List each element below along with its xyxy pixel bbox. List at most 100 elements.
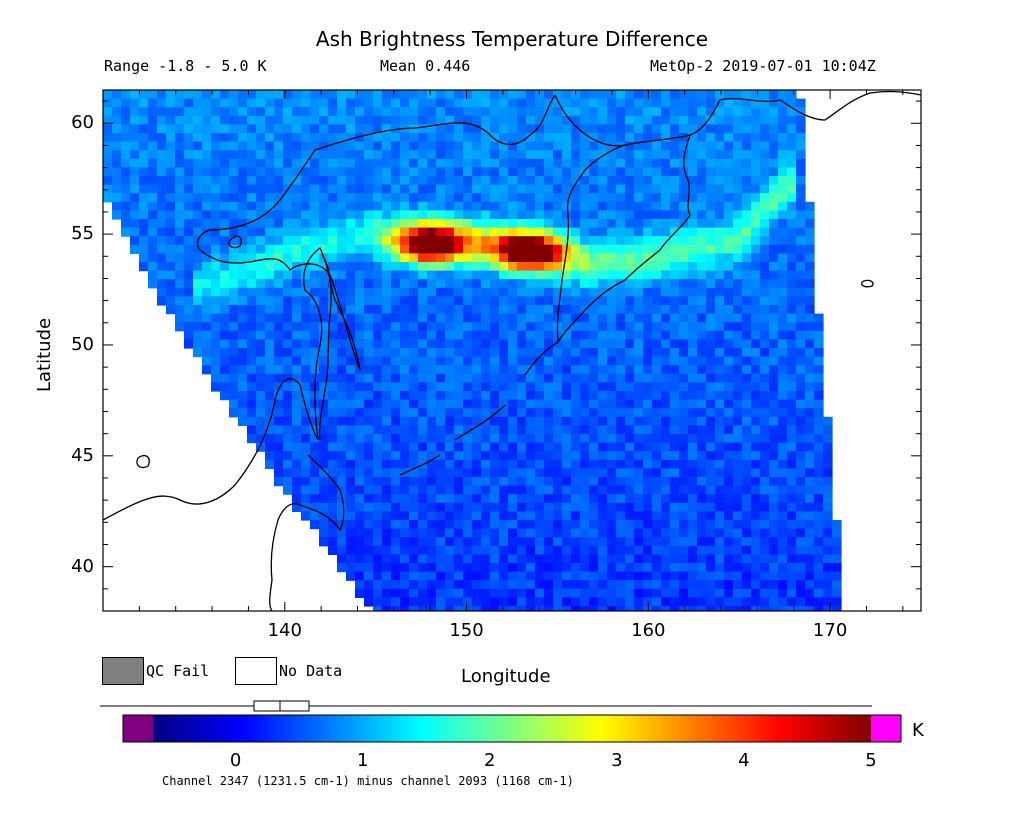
- heatmap-cell: [679, 373, 689, 383]
- heatmap-cell: [454, 459, 464, 469]
- heatmap-cell: [688, 588, 698, 598]
- heatmap-cell: [238, 158, 248, 168]
- heatmap-cell: [670, 588, 680, 598]
- heatmap-cell: [130, 227, 140, 237]
- heatmap-cell: [535, 373, 545, 383]
- heatmap-cell: [616, 124, 626, 134]
- heatmap-cell: [400, 193, 410, 203]
- heatmap-cell: [589, 494, 599, 504]
- heatmap-cell: [373, 451, 383, 461]
- heatmap-cell: [337, 253, 347, 263]
- heatmap-cell: [220, 210, 230, 220]
- heatmap-cell: [796, 494, 806, 504]
- heatmap-cell: [427, 296, 437, 306]
- heatmap-cell: [805, 442, 815, 452]
- heatmap-cell: [211, 356, 221, 366]
- heatmap-cell: [526, 408, 536, 418]
- heatmap-cell: [760, 167, 770, 177]
- heatmap-cell: [670, 485, 680, 495]
- heatmap-cell: [310, 520, 320, 530]
- heatmap-cell: [328, 416, 338, 426]
- heatmap-cell: [661, 262, 671, 272]
- heatmap-cell: [382, 563, 392, 573]
- heatmap-cell: [517, 270, 527, 280]
- heatmap-cell: [508, 158, 518, 168]
- heatmap-cell: [751, 279, 761, 289]
- heatmap-cell: [571, 339, 581, 349]
- heatmap-cell: [805, 219, 815, 229]
- heatmap-cell: [481, 434, 491, 444]
- heatmap-cell: [589, 356, 599, 366]
- heatmap-cell: [364, 468, 374, 478]
- heatmap-cell: [454, 90, 464, 100]
- heatmap-cell: [481, 339, 491, 349]
- heatmap-cell: [346, 451, 356, 461]
- heatmap-cell: [769, 528, 779, 538]
- heatmap-cell: [229, 287, 239, 297]
- heatmap-cell: [643, 545, 653, 555]
- heatmap-cell: [436, 408, 446, 418]
- heatmap-cell: [355, 98, 365, 108]
- heatmap-cell: [508, 262, 518, 272]
- heatmap-cell: [625, 477, 635, 487]
- heatmap-cell: [526, 339, 536, 349]
- heatmap-cell: [787, 90, 797, 100]
- heatmap-cell: [733, 176, 743, 186]
- heatmap-cell: [715, 545, 725, 555]
- heatmap-cell: [400, 262, 410, 272]
- heatmap-cell: [274, 98, 284, 108]
- heatmap-cell: [508, 485, 518, 495]
- heatmap-cell: [598, 219, 608, 229]
- heatmap-cell: [265, 158, 275, 168]
- heatmap-cell: [337, 339, 347, 349]
- heatmap-cell: [787, 150, 797, 160]
- heatmap-cell: [607, 107, 617, 117]
- heatmap-cell: [769, 210, 779, 220]
- heatmap-cell: [544, 391, 554, 401]
- heatmap-cell: [265, 219, 275, 229]
- heatmap-cell: [535, 485, 545, 495]
- heatmap-cell: [292, 425, 302, 435]
- heatmap-cell: [706, 210, 716, 220]
- heatmap-cell: [445, 253, 455, 263]
- heatmap-cell: [310, 494, 320, 504]
- heatmap-cell: [715, 399, 725, 409]
- heatmap-cell: [373, 201, 383, 211]
- heatmap-cell: [346, 425, 356, 435]
- heatmap-cell: [175, 201, 185, 211]
- heatmap-cell: [616, 158, 626, 168]
- heatmap-cell: [796, 451, 806, 461]
- heatmap-cell: [661, 98, 671, 108]
- heatmap-cell: [805, 287, 815, 297]
- heatmap-cell: [427, 468, 437, 478]
- heatmap-cell: [535, 399, 545, 409]
- heatmap-cell: [562, 485, 572, 495]
- heatmap-cell: [301, 322, 311, 332]
- heatmap-cell: [733, 425, 743, 435]
- heatmap-cell: [751, 322, 761, 332]
- heatmap-cell: [346, 313, 356, 323]
- heatmap-cell: [823, 434, 833, 444]
- heatmap-cell: [535, 459, 545, 469]
- heatmap-cell: [463, 313, 473, 323]
- heatmap-cell: [346, 391, 356, 401]
- heatmap-cell: [553, 219, 563, 229]
- heatmap-cell: [436, 434, 446, 444]
- heatmap-cell: [589, 158, 599, 168]
- heatmap-cell: [553, 124, 563, 134]
- heatmap-cell: [202, 141, 212, 151]
- heatmap-cell: [526, 98, 536, 108]
- heatmap-cell: [256, 262, 266, 272]
- heatmap-cell: [652, 287, 662, 297]
- heatmap-cell: [373, 459, 383, 469]
- heatmap-cell: [526, 107, 536, 117]
- heatmap-cell: [499, 477, 509, 487]
- heatmap-cell: [490, 158, 500, 168]
- heatmap-cell: [382, 115, 392, 125]
- heatmap-cell: [364, 528, 374, 538]
- heatmap-cell: [589, 219, 599, 229]
- heatmap-cell: [688, 408, 698, 418]
- heatmap-cell: [319, 150, 329, 160]
- heatmap-cell: [454, 244, 464, 254]
- heatmap-cell: [373, 468, 383, 478]
